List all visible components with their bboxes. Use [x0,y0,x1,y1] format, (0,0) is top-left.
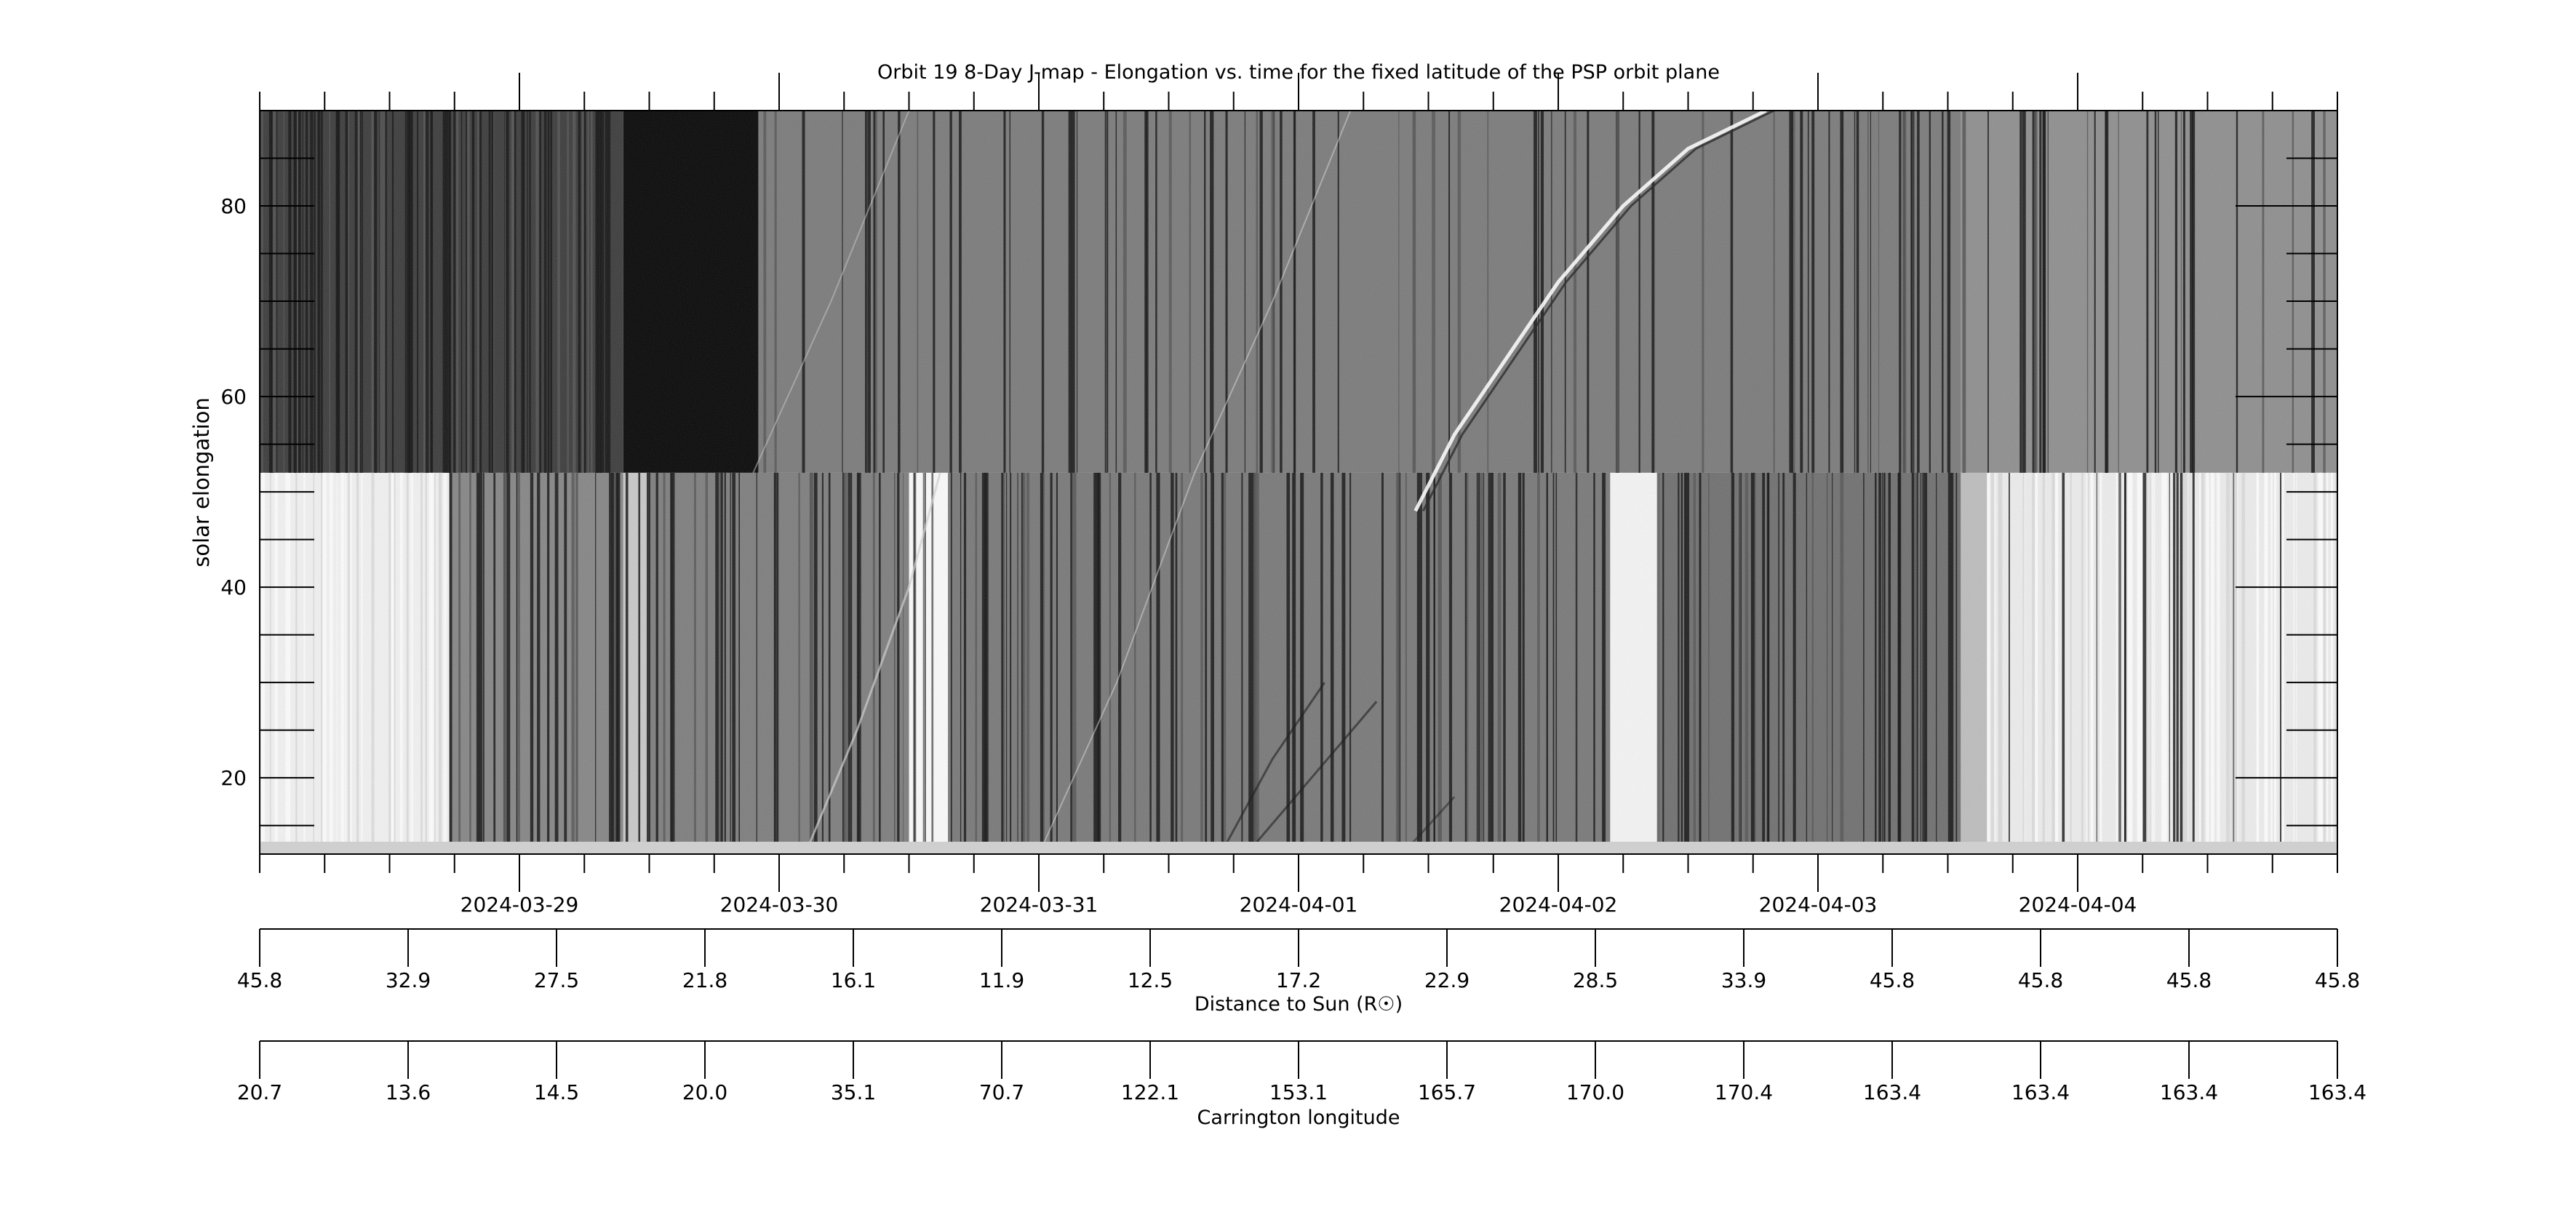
y-axis-label: solar elongation [189,397,214,567]
secondary-axis-tick-label: 163.4 [2011,1080,2070,1104]
x-tick-label: 2024-03-29 [460,893,579,917]
secondary-axis-tick-label: 32.9 [386,968,431,992]
x-tick-label: 2024-04-02 [1499,893,1618,917]
secondary-axis-tick-label: 16.1 [831,968,876,992]
secondary-axis-tick-label: 35.1 [831,1080,876,1104]
secondary-axis-tick-label: 20.7 [237,1080,282,1104]
x-tick-label: 2024-04-03 [1759,893,1878,917]
y-tick-label: 20 [220,766,247,790]
secondary-axis-tick-label: 163.4 [2308,1080,2366,1104]
axes: 20 40 60 80 2024-03-29 2024-03-30 2024-03-31 20… [220,73,2366,1104]
secondary-axis-tick-label: 27.5 [534,968,579,992]
secondary-axis-tick-label: 45.8 [237,968,282,992]
y-tick-label: 40 [220,575,247,599]
secondary-axis-tick-label: 13.6 [386,1080,431,1104]
secondary-axis-tick-label: 122.1 [1121,1080,1179,1104]
y-tick-label: 60 [220,385,247,409]
secondary-axis-tick-label: 22.9 [1424,968,1470,992]
secondary-axis-tick-label: 45.8 [2166,968,2212,992]
y-tick-label: 80 [220,194,247,218]
carrington-axis-label: Carrington longitude [1197,1107,1400,1129]
secondary-axis-tick-label: 33.9 [1721,968,1766,992]
jmap-image [260,111,2337,854]
secondary-axis-tick-label: 17.2 [1276,968,1321,992]
secondary-axis-tick-label: 20.0 [682,1080,727,1104]
x-tick-label: 2024-04-04 [2019,893,2137,917]
x-tick-label: 2024-03-30 [720,893,839,917]
x-tick-label: 2024-04-01 [1240,893,1358,917]
secondary-axis-tick-label: 28.5 [1573,968,1618,992]
secondary-axis-tick-label: 21.8 [682,968,727,992]
secondary-axis-tick-label: 45.8 [2018,968,2063,992]
secondary-axis-tick-label: 12.5 [1128,968,1173,992]
secondary-axis-tick-label: 70.7 [979,1080,1024,1104]
secondary-axis-tick-label: 163.4 [2160,1080,2218,1104]
secondary-axis-tick-label: 163.4 [1863,1080,1921,1104]
secondary-axis-tick-label: 45.8 [2315,968,2360,992]
secondary-axis-tick-label: 153.1 [1269,1080,1328,1104]
jmap-bottom-strip [260,842,2337,854]
secondary-axis-tick-label: 170.0 [1566,1080,1624,1104]
secondary-axis-tick-label: 11.9 [979,968,1024,992]
secondary-axis-tick-label: 45.8 [1870,968,1915,992]
secondary-axis-tick-label: 14.5 [534,1080,579,1104]
distance-axis-label: Distance to Sun (R☉) [1195,993,1403,1016]
secondary-axis-tick-label: 165.7 [1418,1080,1476,1104]
jmap-grain [260,111,2337,854]
x-tick-label: 2024-03-31 [980,893,1098,917]
secondary-axis-tick-label: 170.4 [1715,1080,1773,1104]
